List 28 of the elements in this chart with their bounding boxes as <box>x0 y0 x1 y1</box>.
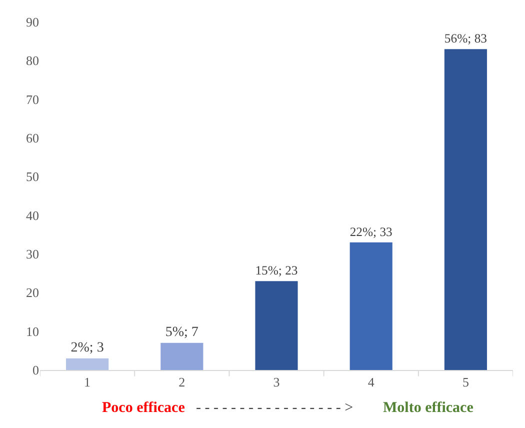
y-tick-label: 90 <box>26 14 39 30</box>
y-tick-label: 40 <box>26 208 39 223</box>
y-tick-label: 50 <box>26 169 39 184</box>
bar <box>255 281 298 370</box>
x-tick-label: 1 <box>84 374 91 390</box>
data-label: 56%; 83 <box>444 31 487 46</box>
data-label: 5%; 7 <box>165 324 198 340</box>
data-label: 15%; 23 <box>255 263 298 278</box>
y-tick-label: 70 <box>26 92 39 107</box>
y-tick-label: 0 <box>32 362 39 378</box>
y-tick-label: 80 <box>26 53 39 68</box>
text: - - - - - - - - - - - - - - - - - > <box>196 400 354 416</box>
y-tick-label: 60 <box>26 130 39 146</box>
text: Molto efficace <box>383 400 474 416</box>
bar <box>66 358 109 370</box>
y-tick-label: 10 <box>26 324 39 339</box>
data-label: 22%; 33 <box>350 224 392 239</box>
bar <box>444 49 487 370</box>
x-tick-label: 3 <box>273 374 280 390</box>
y-tick-label: 20 <box>26 285 39 300</box>
x-tick-label: 4 <box>368 374 375 390</box>
y-tick-label: 30 <box>26 246 39 262</box>
bar <box>160 342 204 370</box>
text: Poco efficace <box>102 400 186 416</box>
bar <box>350 242 392 370</box>
data-label: 2%; 3 <box>70 340 104 356</box>
x-tick-label: 5 <box>462 374 469 390</box>
x-tick-label: 2 <box>178 374 186 390</box>
